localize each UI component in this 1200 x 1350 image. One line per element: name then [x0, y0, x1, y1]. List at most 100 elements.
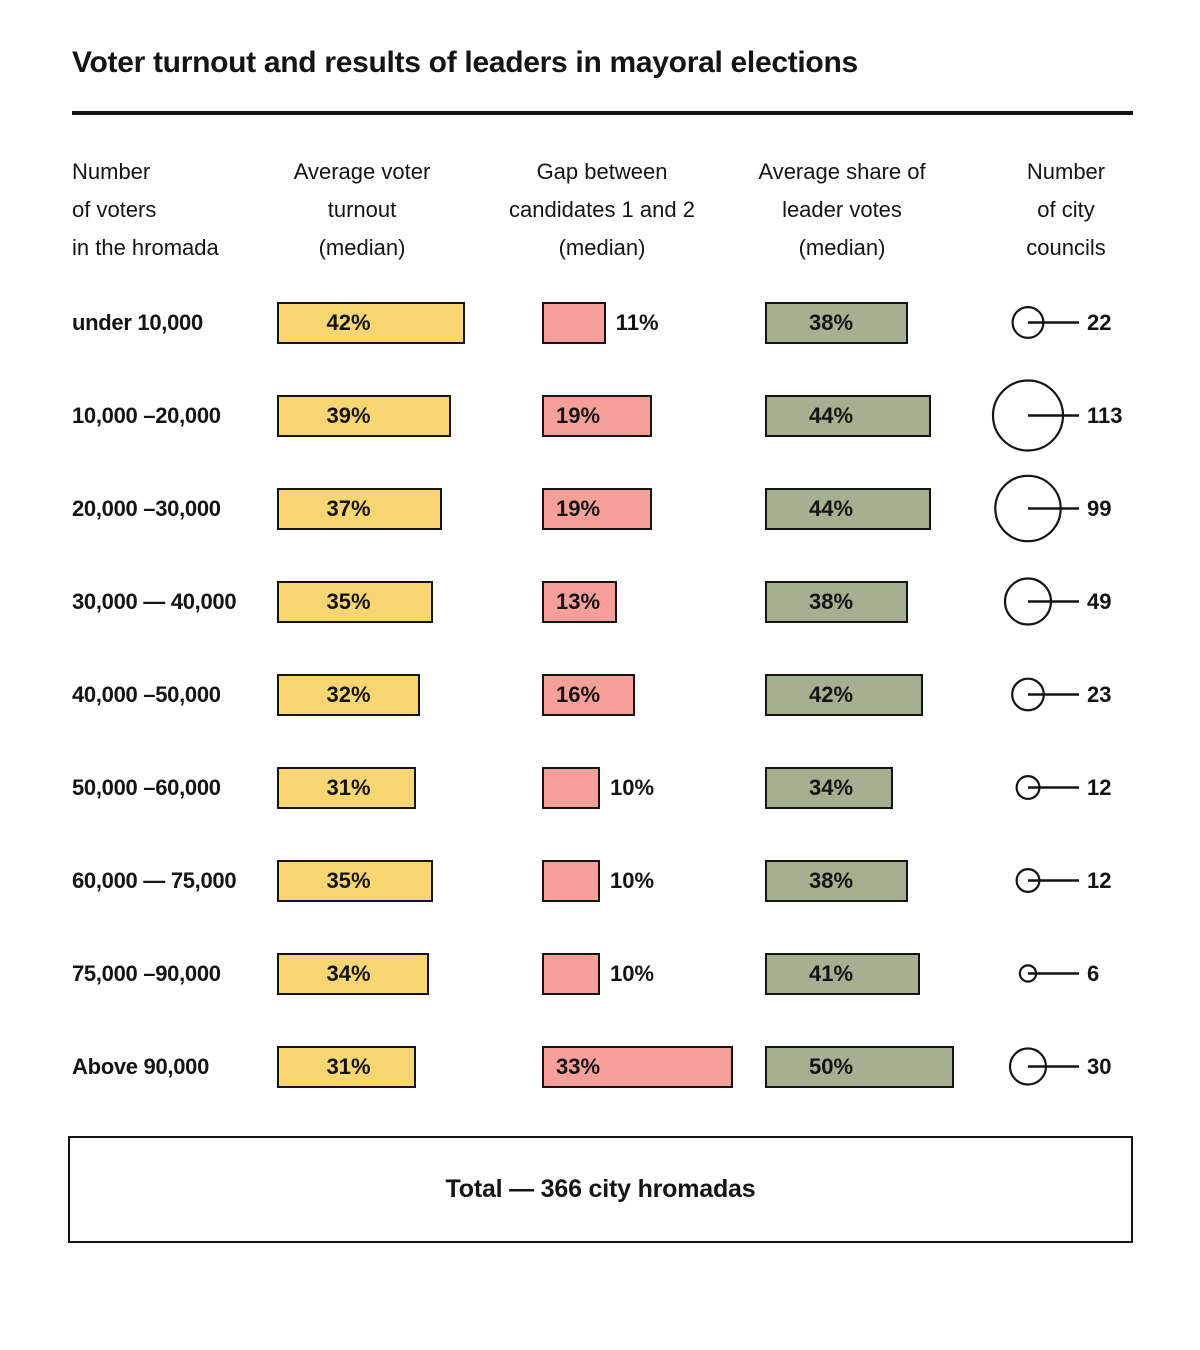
councils-count: 23 [1087, 681, 1112, 707]
turnout-value: 34% [326, 960, 371, 986]
share-bar: 38% [765, 580, 909, 623]
turnout-value: 32% [326, 681, 371, 707]
turnout-value: 35% [326, 588, 371, 614]
header-line: Gap between [536, 159, 668, 184]
councils-circle-icon [1015, 867, 1079, 893]
share-value: 38% [808, 867, 854, 893]
gap-value: 33% [556, 1053, 601, 1079]
table-row: 10,000 –20,000 39% 19% 44% 113 [0, 369, 1200, 462]
header-line: Average share of [758, 159, 926, 184]
share-bar: 44% [765, 394, 931, 437]
share-value: 42% [808, 681, 854, 707]
share-bar: 44% [765, 487, 931, 530]
councils-count: 49 [1087, 588, 1112, 614]
gap-value: 19% [556, 495, 601, 521]
share-bar: 38% [765, 859, 909, 902]
gap-value: 13% [556, 588, 601, 614]
total-label: Total — 366 city hromadas [445, 1175, 756, 1203]
header-line: of voters [72, 197, 157, 222]
header-line: turnout [327, 197, 397, 222]
councils-count: 6 [1087, 960, 1100, 986]
total-box: Total — 366 city hromadas [68, 1136, 1133, 1243]
column-header-councils: Number of city councils [976, 153, 1156, 267]
gap-bar: 19% [542, 394, 653, 437]
councils-circle-icon [1011, 306, 1079, 339]
share-value: 41% [808, 960, 854, 986]
councils-circle-icon [1003, 577, 1079, 626]
turnout-value: 39% [326, 402, 371, 428]
gap-value: 10% [610, 960, 655, 986]
table-row: 30,000 — 40,000 35% 13% 38% 49 [0, 555, 1200, 648]
header-line: Number [72, 159, 151, 184]
councils-count: 12 [1087, 867, 1112, 893]
share-value: 38% [808, 309, 854, 335]
table-row: 20,000 –30,000 37% 19% 44% 99 [0, 462, 1200, 555]
header-line: of city [1037, 197, 1095, 222]
gap-value: 19% [556, 402, 601, 428]
turnout-bar: 34% [277, 952, 429, 995]
row-category-label: 75,000 –90,000 [72, 960, 221, 986]
column-header-voters: Number of voters in the hromada [72, 153, 292, 267]
turnout-value: 35% [326, 867, 371, 893]
share-value: 44% [808, 402, 854, 428]
share-bar: 42% [765, 673, 924, 716]
header-line: Average voter [293, 159, 431, 184]
header-line: (median) [558, 235, 646, 260]
councils-circle-icon [1008, 1047, 1079, 1086]
table-row: Above 90,000 31% 33% 50% 30 [0, 1020, 1200, 1113]
share-value: 44% [808, 495, 854, 521]
gap-bar: 33% [542, 1045, 734, 1088]
share-bar: 38% [765, 301, 909, 344]
share-bar: 41% [765, 952, 920, 995]
share-bar: 50% [765, 1045, 954, 1088]
share-value: 38% [808, 588, 854, 614]
header-line: Number [1026, 159, 1106, 184]
gap-bar: 10% [542, 952, 654, 995]
row-category-label: Above 90,000 [72, 1053, 210, 1079]
table-row: 50,000 –60,000 31% 10% 34% 12 [0, 741, 1200, 834]
gap-bar: 10% [542, 766, 654, 809]
header-line: (median) [798, 235, 886, 260]
councils-circle-icon [994, 474, 1079, 543]
turnout-value: 42% [326, 309, 371, 335]
row-category-label: 10,000 –20,000 [72, 402, 221, 428]
header-line: in the hromada [72, 235, 219, 260]
turnout-value: 31% [326, 774, 371, 800]
share-value: 34% [808, 774, 854, 800]
header-line: (median) [318, 235, 406, 260]
header-line: councils [1026, 235, 1106, 260]
page-title: Voter turnout and results of leaders in … [72, 46, 858, 79]
turnout-bar: 35% [277, 580, 434, 623]
turnout-value: 37% [326, 495, 371, 521]
councils-count: 99 [1087, 495, 1112, 521]
turnout-bar: 35% [277, 859, 434, 902]
header-line: leader votes [782, 197, 902, 222]
councils-count: 30 [1087, 1053, 1112, 1079]
gap-value: 16% [556, 681, 601, 707]
councils-circle-icon [1015, 774, 1079, 800]
councils-circle-icon [1018, 964, 1079, 983]
title-divider [72, 111, 1133, 115]
gap-bar: 10% [542, 859, 654, 902]
table-row: 60,000 — 75,000 35% 10% 38% 12 [0, 834, 1200, 927]
turnout-bar: 31% [277, 1045, 416, 1088]
turnout-value: 31% [326, 1053, 371, 1079]
row-category-label: 30,000 — 40,000 [72, 588, 237, 614]
row-category-label: 50,000 –60,000 [72, 774, 221, 800]
table-row: under 10,000 42% 11% 38% 22 [0, 276, 1200, 369]
councils-count: 113 [1087, 402, 1123, 428]
turnout-bar: 32% [277, 673, 420, 716]
share-value: 50% [808, 1053, 854, 1079]
turnout-bar: 37% [277, 487, 443, 530]
row-category-label: 20,000 –30,000 [72, 495, 221, 521]
gap-bar: 19% [542, 487, 653, 530]
councils-circle-icon [1011, 677, 1079, 712]
gap-bar: 11% [542, 301, 659, 344]
row-category-label: 40,000 –50,000 [72, 681, 221, 707]
column-header-turnout: Average voter turnout (median) [252, 153, 472, 267]
column-header-gap: Gap between candidates 1 and 2 (median) [472, 153, 732, 267]
councils-count: 22 [1087, 309, 1112, 335]
turnout-bar: 31% [277, 766, 416, 809]
row-category-label: under 10,000 [72, 309, 203, 335]
